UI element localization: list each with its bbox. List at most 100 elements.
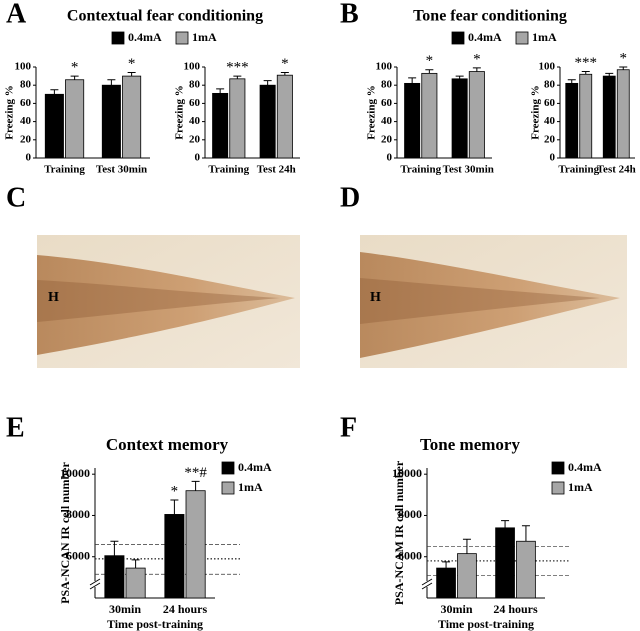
x-tick-label: 30min [109,602,141,616]
micrograph: H [360,235,627,368]
error-bar [501,520,510,528]
bar [436,567,456,599]
legend-label: 0.4mA [128,30,162,44]
bar [104,555,125,599]
y-axis-label: PSA-NCAM IR cell number [392,460,406,605]
error-bar [521,525,530,542]
x-tick-label: 24 hours [493,602,538,616]
bar [122,75,142,159]
y-tick-label: 6000 [398,548,422,562]
y-tick-label: 80 [189,79,201,91]
bar [616,69,630,159]
error-bar [408,77,417,84]
bar [65,79,85,159]
significance-label: **# [184,465,207,481]
region-label: H [370,290,381,305]
legend-swatch [175,31,189,45]
y-axis-label: Freezing % [174,85,186,139]
legend-swatch [221,481,235,495]
bar [516,540,536,599]
y-tick-label: 60 [544,97,556,109]
panel-letter: A [6,0,27,29]
panel-letter: F [340,412,357,443]
y-tick-label: 40 [544,115,556,127]
y-tick-label: 80 [20,79,32,91]
legend-label: 0.4mA [568,460,602,474]
y-tick-label: 0 [26,152,32,164]
significance-label: * [128,56,136,72]
bar [404,82,421,159]
y-tick-label: 6000 [66,548,90,562]
y-axis-label: Freezing % [4,85,16,139]
y-tick-label: 8000 [66,507,90,521]
bar [164,514,185,599]
y-tick-label: 100 [184,61,201,73]
significance-label: * [171,483,179,499]
significance-label: * [426,53,434,69]
y-tick-label: 0 [550,152,556,164]
panel-letter: E [6,412,25,443]
x-tick-label: Training [44,164,85,176]
bar [457,553,477,599]
significance-label: * [473,51,481,67]
x-tick-label: 24 hours [163,602,208,616]
bar [579,73,593,159]
x-axis-label: Time post-training [438,617,534,631]
axis-break [421,578,433,586]
bar [495,527,515,599]
error-bar [567,79,576,84]
y-tick-label: 10000 [60,466,90,480]
x-tick-label: Training [208,164,249,176]
y-tick-label: 0 [387,152,393,164]
significance-label: *** [575,55,598,71]
error-bar [462,538,471,554]
y-tick-label: 20 [381,133,393,145]
axis-break [421,582,433,590]
x-tick-label: Test 30min [96,164,147,176]
bar [602,75,616,159]
legend-label: 0.4mA [468,30,502,44]
significance-label: *** [226,60,249,76]
bar [101,84,121,159]
bar [421,72,438,159]
y-tick-label: 100 [539,61,556,73]
bar [125,567,146,599]
error-bar [233,75,242,79]
chart-title: Tone memory [420,435,520,454]
legend-label: 1mA [532,30,557,44]
y-axis-label: Freezing % [366,85,378,139]
y-tick-label: 20 [189,133,201,145]
error-bar [472,67,481,72]
error-bar [425,69,434,74]
x-tick-label: Test 30min [443,164,494,176]
x-tick-label: Training [558,164,599,176]
legend-label: 1mA [238,480,263,494]
legend-swatch [551,461,565,475]
legend-label: 0.4mA [238,460,272,474]
legend-swatch [221,461,235,475]
significance-label: * [281,56,289,72]
panel-letter: D [340,182,360,213]
bar [259,84,276,159]
bar [229,78,246,159]
axis-break [89,582,101,590]
axis-break [422,581,432,587]
legend-swatch [451,31,465,45]
bar [212,92,229,159]
y-tick-label: 100 [376,61,393,73]
y-tick-label: 60 [189,97,201,109]
bar [468,71,485,159]
y-tick-label: 20 [544,133,556,145]
y-tick-label: 8000 [398,507,422,521]
y-tick-label: 60 [381,97,393,109]
y-tick-label: 100 [15,61,32,73]
legend-label: 1mA [568,480,593,494]
y-tick-label: 40 [189,115,201,127]
error-bar [216,88,225,94]
error-bar [70,75,79,80]
axis-break [89,578,101,586]
significance-label: * [620,50,628,66]
chart-title: Contextual fear conditioning [67,8,263,25]
micrograph: H [37,235,300,368]
